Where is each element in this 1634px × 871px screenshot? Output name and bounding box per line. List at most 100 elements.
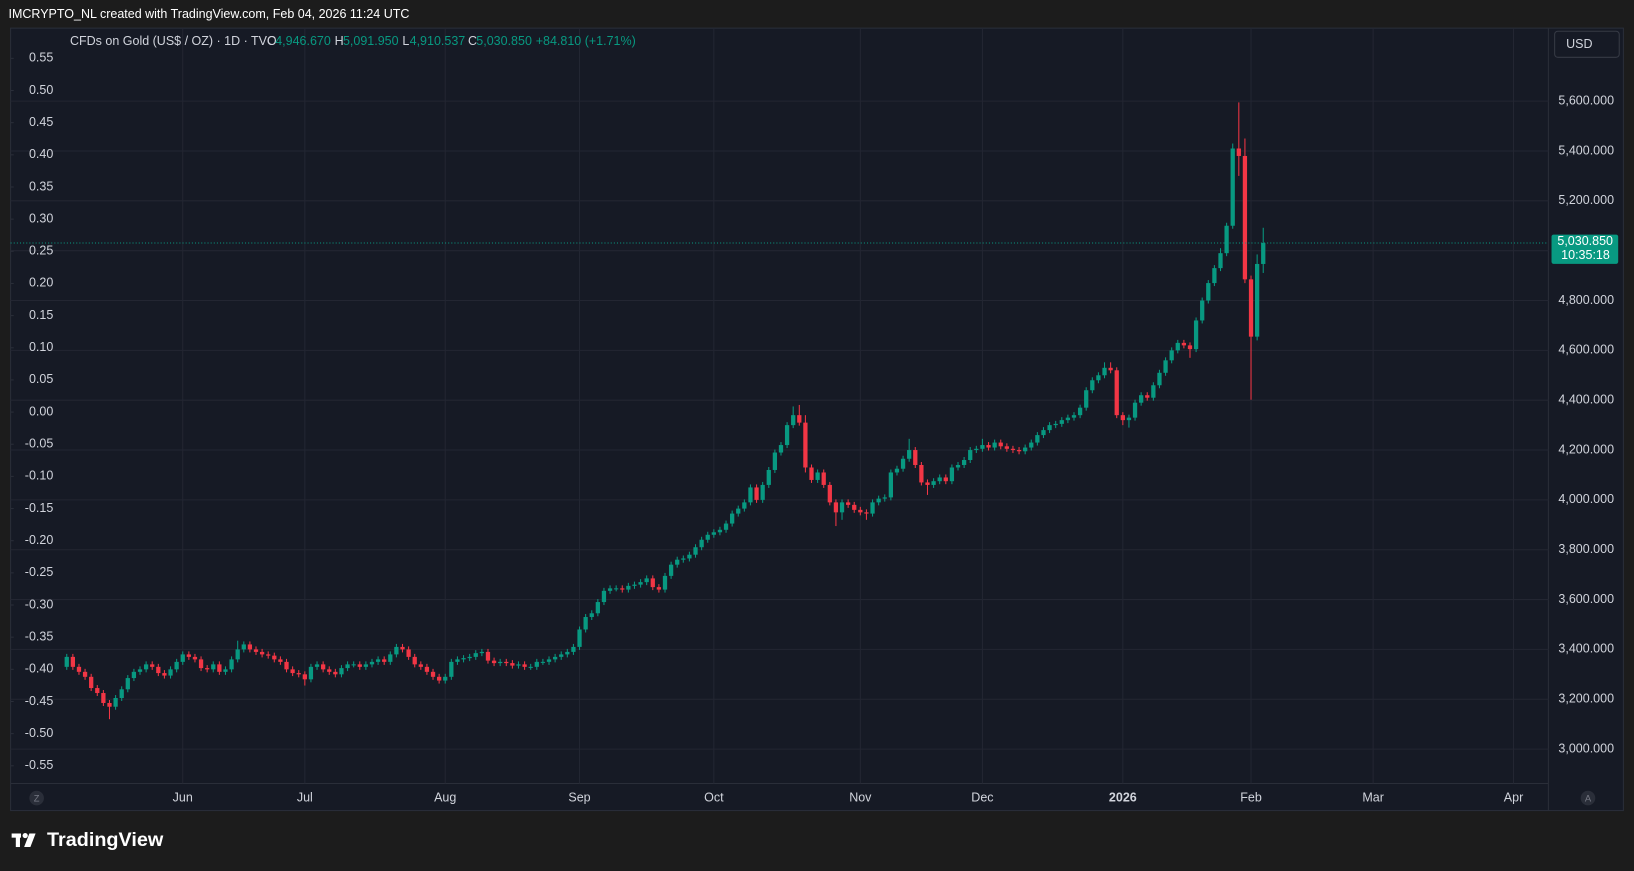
y-tick-label: 5,200.000 [1558, 193, 1614, 207]
candle-body [1071, 415, 1077, 418]
candle-body [217, 664, 222, 672]
candle-body [1163, 360, 1168, 373]
candle-body [406, 649, 411, 657]
candle-body [272, 655, 277, 660]
y2-tick-label: -0.15 [25, 501, 54, 515]
candle-body [137, 669, 143, 672]
candle-body [467, 656, 472, 659]
candle-body [949, 467, 955, 482]
candle-body [876, 498, 881, 503]
x-tick-label: Mar [1362, 790, 1384, 804]
candle-body [1151, 385, 1156, 398]
candle-body [327, 669, 332, 672]
candle-body [632, 584, 637, 586]
candle-body [711, 532, 716, 535]
y2-tick-label: -0.35 [25, 629, 54, 643]
candle-body [827, 484, 832, 503]
candle-body [1218, 253, 1223, 269]
candle-body [607, 588, 613, 591]
candle-body [95, 688, 100, 694]
candle-body [418, 664, 423, 667]
candle-body [510, 663, 515, 666]
y2-tick-label: 0.55 [29, 51, 53, 65]
candle-body [742, 502, 747, 509]
candle-body [784, 425, 790, 446]
candle-body [205, 668, 210, 670]
candle-body [736, 508, 741, 514]
candle-body [656, 587, 662, 590]
candle-body [443, 676, 448, 681]
candle-body [186, 654, 191, 657]
candle-body [705, 534, 710, 540]
candle-body [900, 458, 906, 469]
currency-button[interactable] [1554, 30, 1620, 58]
candle-body [723, 523, 729, 530]
candle-body [925, 482, 930, 485]
candle-body [980, 445, 985, 449]
candle-body [815, 472, 820, 480]
candle-body [345, 664, 350, 669]
candle-body [620, 588, 625, 590]
y-tick-label: 3,000.000 [1558, 741, 1614, 755]
candle-body [571, 646, 576, 652]
x-tick-label: Nov [849, 790, 872, 804]
zoom-button[interactable] [29, 790, 44, 806]
candle-body [833, 502, 839, 513]
candle-body [1016, 450, 1022, 452]
candle-body [253, 649, 259, 652]
candle-body [1114, 370, 1119, 416]
candle-body [314, 664, 320, 667]
candle-body [247, 644, 253, 650]
candle-body [638, 582, 643, 585]
y-tick-label: 3,600.000 [1558, 592, 1614, 606]
candle-body [589, 613, 594, 618]
y2-tick-label: -0.50 [25, 726, 54, 740]
y2-tick-label: -0.05 [25, 437, 54, 451]
y-tick-label: 4,000.000 [1558, 492, 1614, 506]
zoom-label[interactable]: Z [34, 794, 40, 804]
auto-button[interactable] [1580, 790, 1596, 806]
candle-body [430, 671, 436, 677]
candle-body [308, 666, 314, 680]
y2-tick-label: -0.20 [25, 533, 54, 547]
symbol-title: CFDs on Gold (US$ / OZ) · 1D · TVC [70, 34, 276, 48]
logo-text: TradingView [47, 829, 164, 851]
candle-body [424, 666, 430, 672]
labels: 3,000.000 3,200.000 3,400.000 3,600.000 3,80… [10, 51, 1619, 804]
candle-body [522, 664, 527, 667]
candle-body [552, 656, 558, 660]
candle-body [333, 671, 338, 675]
y-tick-label: 3,200.000 [1558, 692, 1614, 706]
candle-body [675, 559, 680, 565]
candle-body [626, 585, 631, 590]
y2-tick-label: 0.50 [29, 83, 53, 97]
candle-body [290, 669, 295, 674]
y2-tick-label: 0.15 [29, 308, 53, 322]
candle-body [70, 656, 75, 667]
y2-tick-label: -0.45 [25, 694, 54, 708]
candle-body [1230, 148, 1235, 226]
candle-body [1053, 423, 1058, 426]
x-tick-label: Dec [971, 790, 993, 804]
y2-tick-label: 0.00 [29, 404, 53, 418]
y2-tick-label: -0.40 [25, 662, 54, 676]
candle-body [974, 448, 979, 451]
candle-body [852, 504, 857, 510]
y-tick-label: 3,400.000 [1558, 642, 1614, 656]
candle-body [1206, 283, 1211, 301]
candle-body [113, 698, 118, 707]
x-tick-label: Jul [297, 790, 313, 804]
candle-body [473, 653, 478, 657]
currency-label[interactable]: USD [1566, 37, 1592, 51]
auto-label[interactable]: A [1585, 794, 1592, 804]
candle-body [913, 450, 918, 465]
candle-body [339, 668, 344, 675]
candle-body [363, 664, 369, 667]
y-tick-label: 4,800.000 [1558, 293, 1614, 307]
candle-body [1248, 279, 1254, 337]
candle-body [1029, 442, 1034, 448]
candle-body [992, 442, 997, 448]
candle-body [1041, 430, 1046, 436]
candle-body [168, 669, 173, 676]
